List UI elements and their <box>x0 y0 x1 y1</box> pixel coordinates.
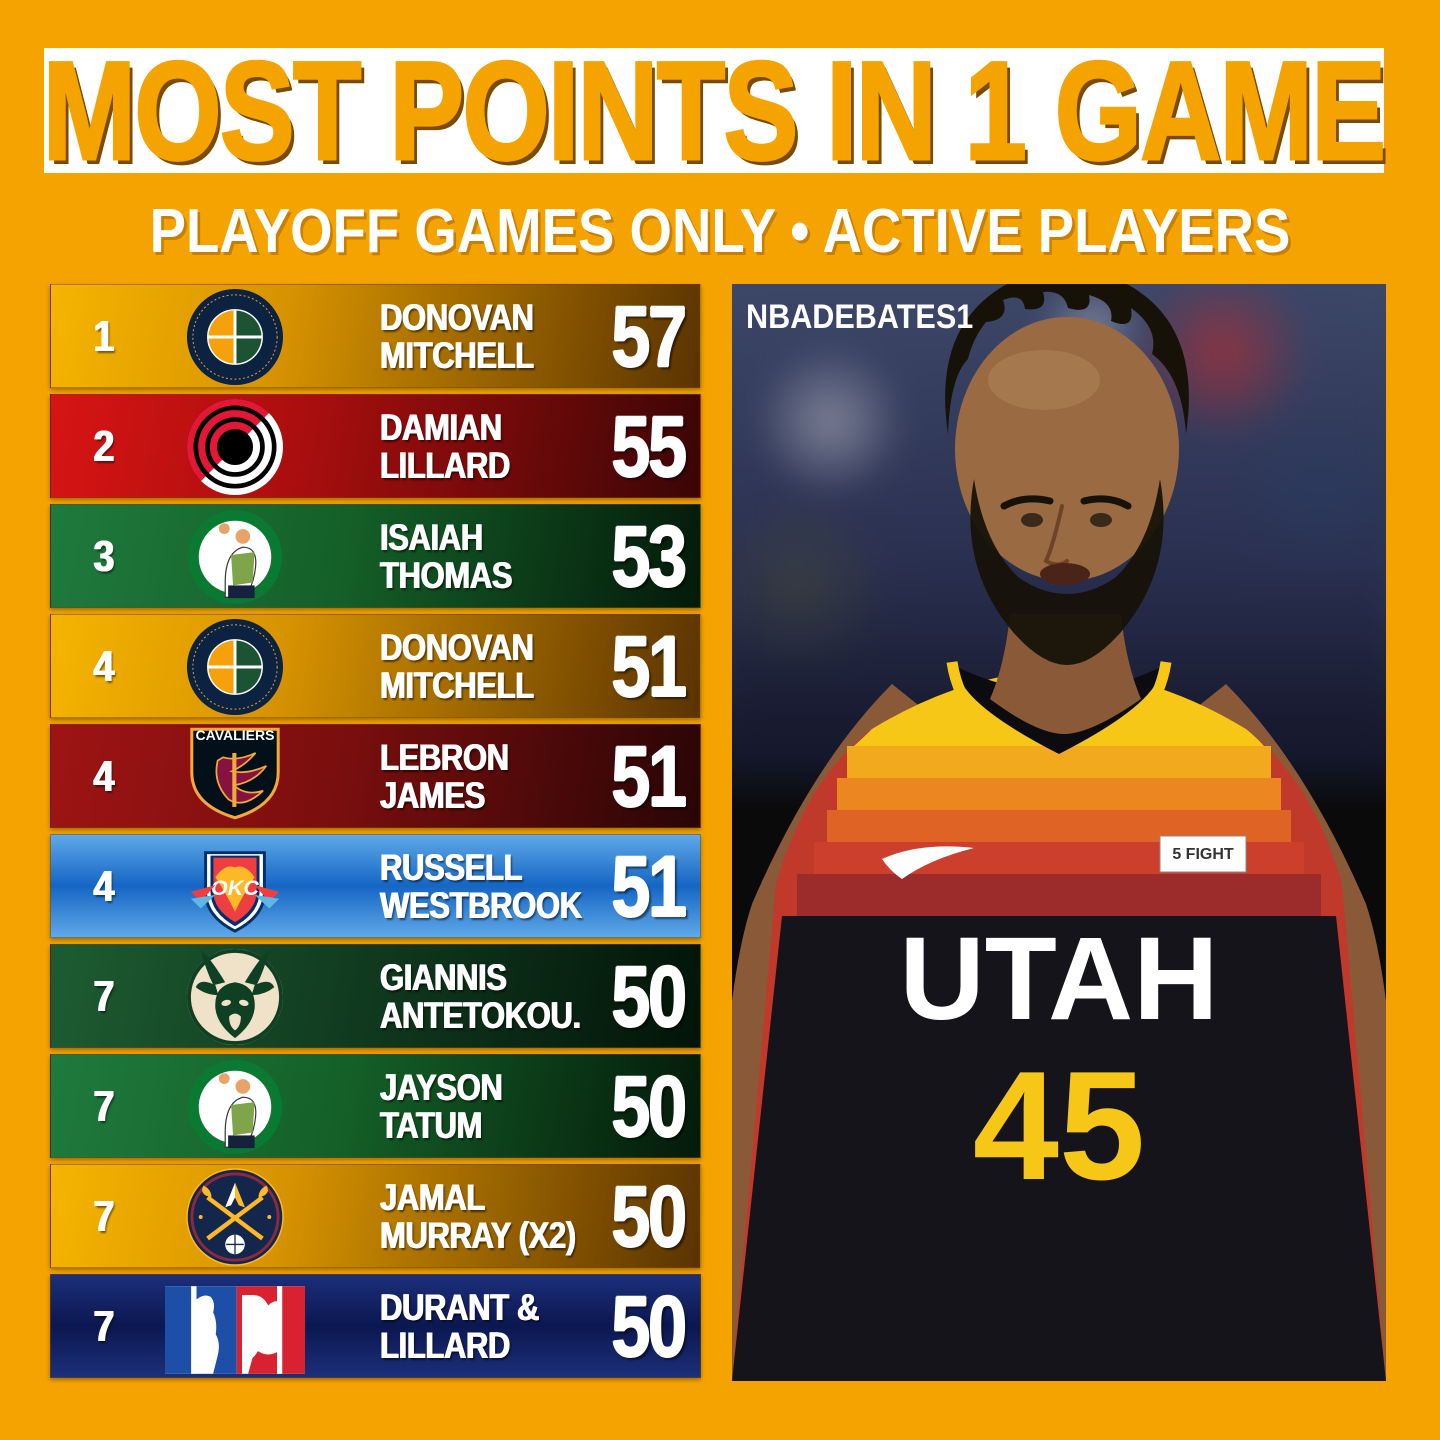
svg-text:5 FIGHT: 5 FIGHT <box>1172 846 1234 863</box>
svg-text:OKC: OKC <box>211 875 259 900</box>
svg-text:UTAH: UTAH <box>900 913 1219 1045</box>
svg-text:45: 45 <box>973 1039 1145 1212</box>
svg-text:CAVALIERS: CAVALIERS <box>195 727 274 743</box>
